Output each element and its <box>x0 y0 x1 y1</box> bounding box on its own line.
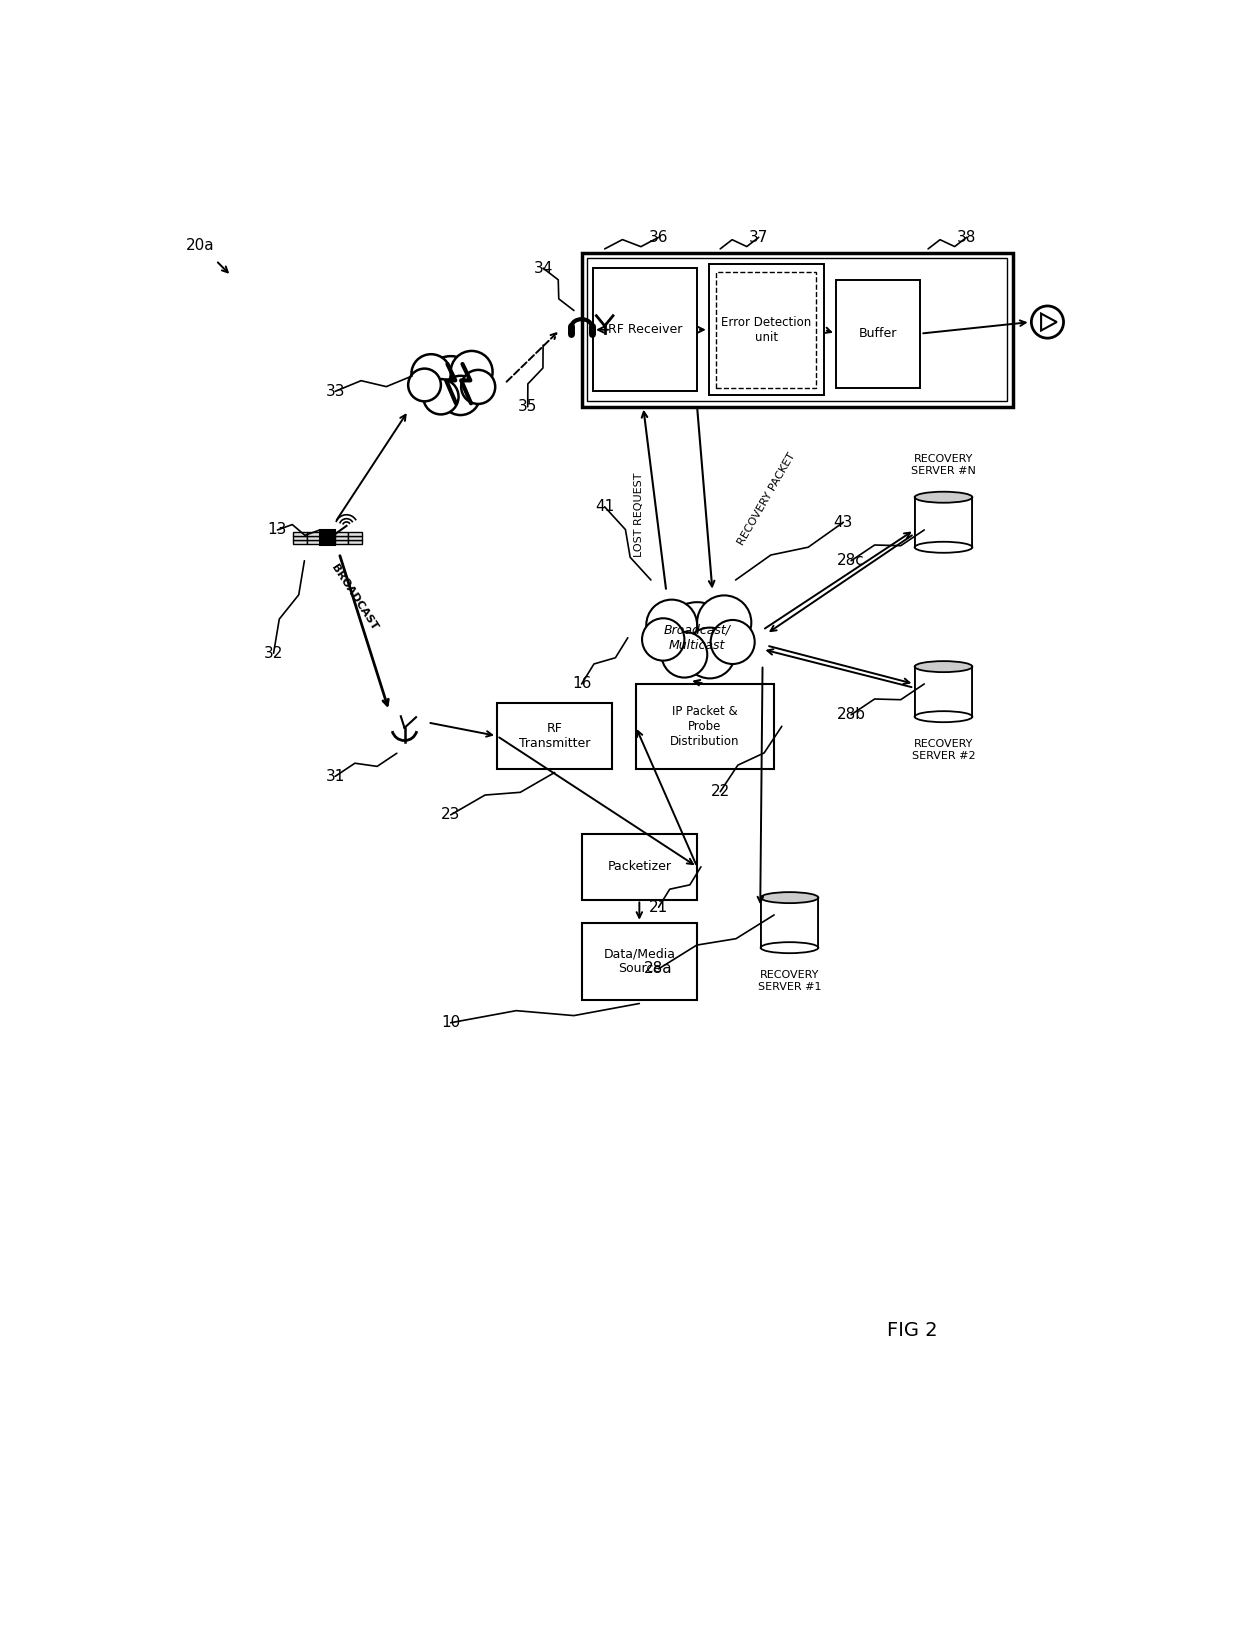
Ellipse shape <box>760 942 818 954</box>
FancyBboxPatch shape <box>582 254 1013 406</box>
Bar <box>335 531 348 536</box>
Ellipse shape <box>915 712 972 722</box>
Text: 34: 34 <box>533 260 553 276</box>
Bar <box>348 540 362 543</box>
Text: 35: 35 <box>518 400 537 414</box>
Circle shape <box>461 370 495 405</box>
Text: Error Detection
unit: Error Detection unit <box>722 315 811 344</box>
Bar <box>915 497 972 548</box>
Circle shape <box>661 632 707 678</box>
Bar <box>293 531 306 536</box>
Circle shape <box>423 356 479 411</box>
Text: RF
Transmitter: RF Transmitter <box>520 722 590 749</box>
Text: 20a: 20a <box>186 237 215 252</box>
Bar <box>306 540 320 543</box>
Text: RF Receiver: RF Receiver <box>608 323 682 336</box>
Text: 28c: 28c <box>837 552 866 569</box>
Text: Broadcast/
Multicast: Broadcast/ Multicast <box>663 624 730 652</box>
Circle shape <box>697 595 751 650</box>
FancyBboxPatch shape <box>836 280 920 387</box>
Text: LOST REQUEST: LOST REQUEST <box>635 473 645 557</box>
Text: Buffer: Buffer <box>859 327 898 340</box>
Bar <box>335 536 348 540</box>
Text: 28b: 28b <box>837 707 866 722</box>
Text: FIG 2: FIG 2 <box>888 1321 937 1341</box>
Text: 28a: 28a <box>645 962 673 977</box>
Text: 21: 21 <box>649 900 668 915</box>
Ellipse shape <box>915 661 972 673</box>
Bar <box>306 536 320 540</box>
Text: RECOVERY
SERVER #N: RECOVERY SERVER #N <box>911 455 976 476</box>
Text: 31: 31 <box>326 769 345 783</box>
Bar <box>348 531 362 536</box>
FancyBboxPatch shape <box>497 704 613 769</box>
FancyBboxPatch shape <box>635 684 774 769</box>
Ellipse shape <box>915 492 972 502</box>
Bar <box>760 897 818 947</box>
Text: 37: 37 <box>749 229 769 245</box>
Text: 16: 16 <box>572 676 591 692</box>
Text: RECOVERY PACKET: RECOVERY PACKET <box>735 452 797 548</box>
Circle shape <box>661 603 733 673</box>
Circle shape <box>646 600 697 650</box>
Bar <box>306 531 320 536</box>
Ellipse shape <box>760 892 818 904</box>
FancyBboxPatch shape <box>717 271 816 387</box>
Text: RECOVERY
SERVER #2: RECOVERY SERVER #2 <box>911 739 976 760</box>
Text: 36: 36 <box>649 229 668 245</box>
Bar <box>293 536 306 540</box>
Text: 23: 23 <box>441 808 460 822</box>
Circle shape <box>408 369 441 401</box>
Circle shape <box>684 627 735 678</box>
Polygon shape <box>1042 314 1056 330</box>
Text: IP Packet &
Probe
Distribution: IP Packet & Probe Distribution <box>670 705 739 748</box>
Circle shape <box>711 621 755 665</box>
Circle shape <box>450 351 492 393</box>
FancyBboxPatch shape <box>593 268 697 392</box>
Circle shape <box>423 379 459 414</box>
Text: Packetizer: Packetizer <box>608 860 671 873</box>
Text: Data/Media
Source: Data/Media Source <box>604 947 676 975</box>
Text: 38: 38 <box>957 229 976 245</box>
Text: RECOVERY
SERVER #1: RECOVERY SERVER #1 <box>758 970 821 991</box>
Text: 33: 33 <box>325 384 345 398</box>
Text: 10: 10 <box>441 1016 460 1030</box>
Text: 41: 41 <box>595 499 614 515</box>
Text: BROADCAST: BROADCAST <box>330 562 379 632</box>
FancyBboxPatch shape <box>582 834 697 900</box>
Bar <box>293 540 306 543</box>
Text: 13: 13 <box>268 523 288 538</box>
Text: 22: 22 <box>711 785 730 800</box>
FancyBboxPatch shape <box>582 923 697 999</box>
FancyBboxPatch shape <box>587 258 1007 401</box>
Circle shape <box>642 618 684 661</box>
Bar <box>320 530 335 544</box>
Bar <box>348 536 362 540</box>
Ellipse shape <box>915 541 972 552</box>
Bar <box>335 540 348 543</box>
Text: 43: 43 <box>833 515 853 530</box>
Circle shape <box>1032 306 1064 338</box>
FancyBboxPatch shape <box>708 265 825 395</box>
Text: 32: 32 <box>264 645 283 661</box>
Circle shape <box>441 375 480 414</box>
Bar <box>915 666 972 717</box>
Circle shape <box>412 354 450 393</box>
